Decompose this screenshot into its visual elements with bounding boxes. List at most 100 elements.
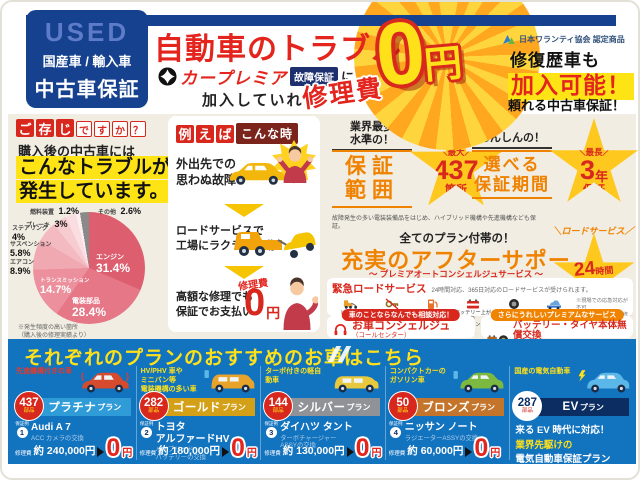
compact-car-icon: [453, 371, 504, 393]
pie-label-suspension: サスペンション 5.8%: [10, 242, 52, 258]
ev-plan-description: 来る EV 時代に対応！ 業界先駆けの 電気自動車保証プラン: [515, 425, 611, 466]
step1-text: 外出先での 思わぬ故障: [176, 157, 237, 188]
example-car-name: トヨタ アルファードHV: [155, 422, 230, 445]
example-car-name: ダイハツ タント: [280, 422, 353, 433]
road-service-star-label: ＼ロードサービス／: [552, 226, 634, 236]
tile-char: ご: [16, 119, 34, 137]
thumbs-up-person-illustration: [276, 276, 320, 330]
yellow-car-icon: [229, 163, 285, 185]
plan-bronze: コンパクトカーの ガソリン車 50 部品 ブロンズ プラン 保証例: [386, 366, 511, 460]
plan-target: コンパクトカーの ガソリン車: [389, 368, 446, 385]
warranty-association-logo-icon: [503, 35, 515, 44]
plan-count-badge: 144 部品: [263, 391, 294, 421]
headset-icon: [334, 324, 347, 336]
pie-footnote: ※発生頻度の高い箇所 （購入後の修理実績より）: [18, 325, 90, 340]
tile-char: え: [196, 124, 214, 143]
feature3-subtitle: 〜 プレミアオートコンシェルジュサービス 〜: [368, 269, 544, 279]
tow-truck-illustration: [232, 220, 318, 262]
arrow-right-icon: [346, 447, 354, 457]
tile-char: で: [76, 121, 92, 137]
pie-label-aircon: エアコン 8.9%: [10, 260, 35, 276]
plan-target: ターボ付きの軽自動車: [265, 368, 322, 385]
battery-tire-box: さらにうれしいプレミアムなサービス バッテリー・タイヤ本体無償交換 ロードサービ…: [481, 309, 633, 356]
premium-service-pill: さらにうれしいプレミアムなサービス: [490, 309, 624, 321]
feature1-title: 保証 範囲: [332, 150, 412, 209]
example-number: 保証例 2: [139, 421, 154, 438]
example-label: 例 え ば こんな時: [176, 123, 299, 144]
road-service-title: 緊急ロードサービス: [332, 283, 427, 295]
used-car-warranty-box: USED 国産車 / 輸入車 中古車保証: [26, 10, 148, 108]
minivan-icon: [204, 370, 255, 393]
arrow-right-icon: [221, 447, 229, 457]
plan-name-bar: EV プラン: [537, 398, 629, 416]
zero-yen-unit: 円: [422, 42, 464, 88]
association-row: 日本ワランティ協会 認定商品: [502, 32, 625, 46]
concierge-box: 車のことならなんでも相談対応！ お車コンシェルジュ （コールセンター）: [327, 309, 475, 339]
key-icon: [385, 298, 398, 310]
kei-car-icon: [334, 376, 379, 393]
example-number: 保証例 1: [15, 421, 29, 438]
zero-yen-hero: 0 円: [372, 2, 464, 105]
example-repair: ターボチャージャー ASSYの交換: [280, 434, 337, 450]
plan-count-badge: 50 部品: [387, 391, 418, 421]
example-repair: ラジエーターASSYの交換: [404, 434, 479, 442]
plan-count-badge: 287 部品: [512, 391, 543, 421]
brand-line: カープレミア 故障保証 に: [158, 64, 354, 89]
tile-char: ？: [130, 121, 146, 137]
battery-icon: [466, 299, 479, 309]
plan-gold: HV/PHV 車や ミニバン等 電装機構の多い車 282 部品 ゴールド プラン 保: [137, 366, 262, 462]
tile-char: か: [112, 121, 128, 137]
tow-truck-icon: [344, 300, 358, 309]
concierge-subtitle: （コールセンター）: [352, 332, 411, 339]
step3-text: 高額な修理でも 保証でお支払い: [176, 291, 253, 318]
fuel-icon: [428, 299, 438, 309]
plan-name-bar: ゴールド プラン: [163, 398, 256, 416]
tile-char: 例: [176, 124, 194, 143]
brand-name: カープレミア: [180, 69, 287, 88]
brand-badge: 故障保証: [289, 67, 338, 86]
know-line1: 購入後の中古車には: [18, 144, 136, 159]
plan-target: 先進機構付きの車: [16, 368, 72, 375]
arrow-right-icon: [465, 447, 473, 457]
pie-label-electrical: 電装部品 28.4%: [72, 298, 107, 319]
plan-name-bar: プラチナ プラン: [39, 398, 131, 416]
ev-car-icon: [578, 370, 630, 393]
road-service-subtitle: 24時間対応、365日対応のロードサービスが受けられます。: [431, 288, 592, 294]
pie-label-transmission: トランスミッション 14.7%: [40, 278, 90, 297]
surprised-person-icon: [276, 145, 314, 183]
feature1-note: 故障発生の多い電装装備品をはじめ、ハイブリッド機構や先進機構なども保証。: [332, 216, 536, 230]
tow-truck-icon: [234, 232, 316, 258]
car-premium-pinwheel-icon: [158, 67, 177, 86]
know-line3: 発生しています。: [16, 180, 172, 204]
car-icon: [81, 372, 129, 393]
join-text: 加入していれば: [202, 92, 321, 109]
particle-ni: に: [340, 70, 354, 85]
pie-label-other: その他 2.6%: [98, 206, 141, 216]
example-card: 例 え ば こんな時 外出先での 思わぬ故障: [168, 116, 320, 332]
thumbs-up-person-icon: [283, 277, 320, 330]
pie-label-brake: ブレーキ 3%: [26, 219, 68, 229]
plan-columns: 先進機構付きの車 437 部品 プラチナ プラン 保証例: [12, 366, 634, 465]
example-repair: ACC カメラの交換: [31, 434, 84, 442]
pie-label-steering: ステアリング 4%: [12, 226, 49, 242]
plan-platinum: 先進機構付きの車 437 部品 プラチナ プラン 保証例: [12, 366, 137, 460]
feature3-eyebrow: 全てのプラン付帯の！: [399, 233, 515, 245]
warranty-label: 中古車保証: [34, 79, 140, 101]
association-text: 日本ワランティ協会 認定商品: [519, 34, 625, 44]
concierge-pill: 車のことならなんでも相談対応！: [341, 309, 461, 321]
know-line2: こんなトラブルが: [16, 156, 175, 180]
example-repair: ハイブリッド バッテリーの交換: [155, 446, 206, 461]
main-title: 自動車のトラブル: [154, 33, 402, 66]
plan-name-bar: シルバー プラン: [288, 398, 380, 416]
plans-heading: それぞれのプランのおすすめのお車はこちら: [24, 348, 425, 369]
pie-label-fuel: 燃料装置 1.2%: [30, 206, 79, 216]
feature2-title: 選べる 保証期間: [472, 150, 552, 200]
can-join-line: 加入可能！: [508, 66, 634, 100]
example-tail: こんな時: [236, 123, 299, 144]
plan-target: HV/PHV 車や ミニバン等 電装機構の多い車: [140, 368, 197, 394]
